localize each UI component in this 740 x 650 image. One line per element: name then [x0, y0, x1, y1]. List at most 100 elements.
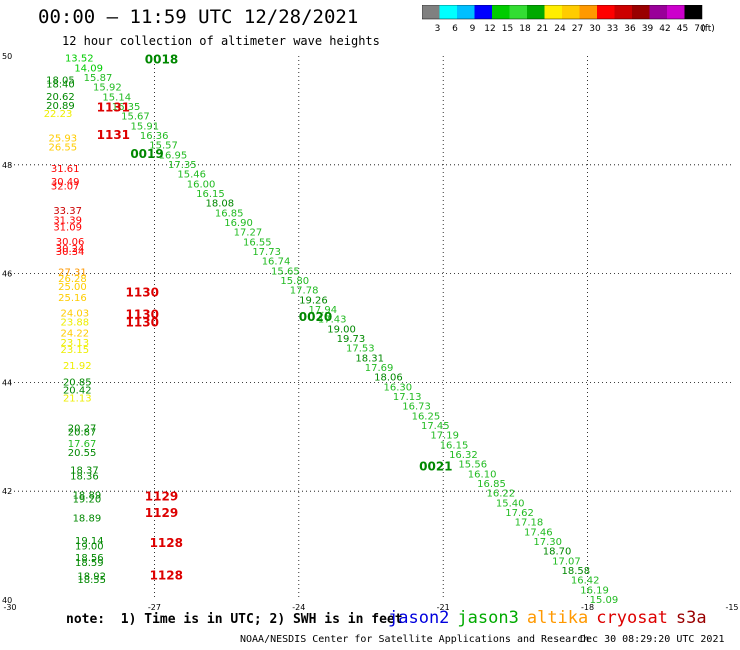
cryosat-time-label: 1128: [150, 569, 183, 583]
jason3-swh-label: 19.00: [327, 324, 356, 335]
jason3-swh-label: 15.87: [84, 73, 113, 84]
colorbar-label: 70: [694, 24, 706, 34]
colorbar-label: 21: [537, 24, 548, 34]
cryosat-swh-label: 19.00: [75, 542, 104, 553]
cryosat-swh-label: 30.34: [56, 247, 85, 258]
cryosat-swh-label: 27.31: [58, 268, 87, 279]
cryosat-swh-label: 19.20: [73, 494, 102, 505]
jason3-swh-label: 17.94: [309, 305, 338, 316]
jason3-swh-label: 17.62: [505, 508, 534, 519]
jason3-swh-label: 16.42: [571, 576, 600, 587]
legend-item-s3a: s3a: [675, 608, 707, 628]
cryosat-time-label: 1129: [145, 490, 178, 504]
jason3-swh-label: 16.36: [140, 131, 169, 142]
colorbar-swatch: [597, 5, 615, 19]
jason3-swh-label: 17.46: [524, 527, 553, 538]
jason3-swh-label: 15.56: [458, 460, 487, 471]
y-tick-label: 44: [2, 378, 12, 387]
jason3-swh-label: 16.85: [215, 208, 244, 219]
jason3-swh-label: 17.45: [421, 421, 450, 432]
wave-height-map: -30 -27 -24 -21 -18 -15 40 42 44 46 48 50 13.5214.09…: [2, 52, 739, 610]
jason3-swh-label: 14.09: [74, 63, 103, 74]
cryosat-swh-label: 26.28: [58, 274, 87, 285]
jason3-swh-label: 17.35: [168, 160, 197, 171]
cryosat-swh-label: 18.92: [77, 572, 106, 583]
colorbar-swatch: [422, 5, 440, 19]
colorbar-label: 24: [554, 24, 566, 34]
colorbar-label: (ft): [701, 24, 715, 34]
jason3-swh-label: 19.26: [299, 295, 328, 306]
colorbar-label: 6: [452, 24, 458, 34]
jason3-time-label: 0021: [419, 460, 452, 474]
cryosat-time-label: 1131: [97, 128, 130, 142]
cryosat-swh-label: 19.14: [75, 536, 104, 547]
cryosat-swh-label: 23.13: [61, 338, 90, 349]
colorbar-swatch: [562, 5, 580, 19]
y-tick-label: 48: [2, 161, 12, 170]
cryosat-swh-label: 21.92: [63, 361, 92, 372]
footer-note: note: 1) Time is in UTC; 2) SWH is in fe…: [66, 612, 403, 627]
colorbar-label: 45: [677, 24, 688, 34]
colorbar-swatch: [649, 5, 667, 19]
jason3-swh-label: 18.06: [374, 373, 403, 384]
colorbar-swatch: [527, 5, 545, 19]
jason3-swh-label: 18.31: [355, 353, 384, 364]
jason3-swh-label: 15.40: [496, 498, 525, 509]
jason3-swh-label: 16.73: [402, 402, 431, 413]
jason3-swh-label: 19.73: [337, 334, 366, 345]
jason3-swh-label: 17.27: [234, 228, 263, 239]
colorbar-swatch: [474, 5, 492, 19]
jason3-swh-label: 17.69: [365, 363, 394, 374]
jason3-swh-label: 18.58: [561, 566, 590, 577]
cryosat-swh-label: 20.42: [63, 386, 92, 397]
cryosat-swh-label: 21.13: [63, 394, 92, 405]
colorbar-label: 15: [502, 24, 513, 34]
jason3-swh-label: 16.32: [449, 450, 478, 461]
cryosat-swh-label: 30.06: [56, 237, 85, 248]
jason3-swh-label: 15.92: [93, 83, 122, 94]
colorbar-label: 42: [659, 24, 670, 34]
cryosat-time-label: 1129: [145, 506, 178, 520]
cryosat-swh-label: 18.89: [73, 513, 102, 524]
cryosat-swh-label: 30.49: [51, 177, 80, 188]
cryosat-swh-label: 31.61: [51, 164, 80, 175]
cryosat-swh-label: 18.59: [75, 558, 104, 569]
jason3-swh-label: 16.74: [262, 257, 291, 268]
colorbar-swatch: [439, 5, 457, 19]
jason3-swh-label: 16.85: [477, 479, 506, 490]
y-tick-label: 46: [2, 270, 12, 279]
x-tick-label: -30: [3, 603, 16, 610]
cryosat-swh-label: 20.27: [68, 424, 97, 435]
cryosat-swh-label: 32.07: [51, 182, 80, 193]
jason3-swh-label: 16.55: [243, 237, 272, 248]
cryosat-swh-label: 18.36: [70, 472, 99, 483]
cryosat-swh-label: 18.40: [46, 79, 75, 90]
jason3-swh-label: 17.73: [252, 247, 281, 258]
legend-item-jason3: jason3: [457, 608, 519, 628]
jason3-swh-label: 16.15: [196, 189, 225, 200]
jason3-swh-label: 15.91: [131, 121, 160, 132]
cryosat-time-label: 1130: [126, 307, 159, 321]
jason3-swh-label: 16.95: [159, 150, 188, 161]
cryosat-time-label: 1131: [97, 101, 130, 115]
jason3-swh-label: 17.78: [290, 286, 319, 297]
jason3-swh-label: 17.43: [318, 315, 347, 326]
footer-credit: NOAA/NESDIS Center for Satellite Applica…: [240, 634, 590, 645]
colorbar-swatch: [667, 5, 685, 19]
cryosat-swh-label: 23.15: [61, 345, 90, 356]
colorbar-swatch: [544, 5, 562, 19]
x-tick-label: -21: [437, 603, 450, 610]
cryosat-time-label: 1130: [126, 316, 159, 330]
x-tick-label: -24: [292, 603, 305, 610]
jason3-swh-label: 16.19: [580, 585, 609, 596]
colorbar-label: 3: [435, 24, 441, 34]
chart-subtitle: 12 hour collection of altimeter wave hei…: [62, 34, 380, 48]
colorbar-swatch: [492, 5, 510, 19]
jason3-swh-label: 18.08: [205, 199, 234, 210]
jason3-swh-label: 16.22: [487, 489, 516, 500]
cryosat-swh-label: 26.55: [49, 142, 78, 153]
cryosat-swh-label: 24.22: [61, 328, 90, 339]
jason3-time-label: 0020: [299, 310, 332, 324]
jason3-swh-label: 15.80: [280, 276, 309, 287]
cryosat-swh-label: 18.56: [75, 553, 104, 564]
